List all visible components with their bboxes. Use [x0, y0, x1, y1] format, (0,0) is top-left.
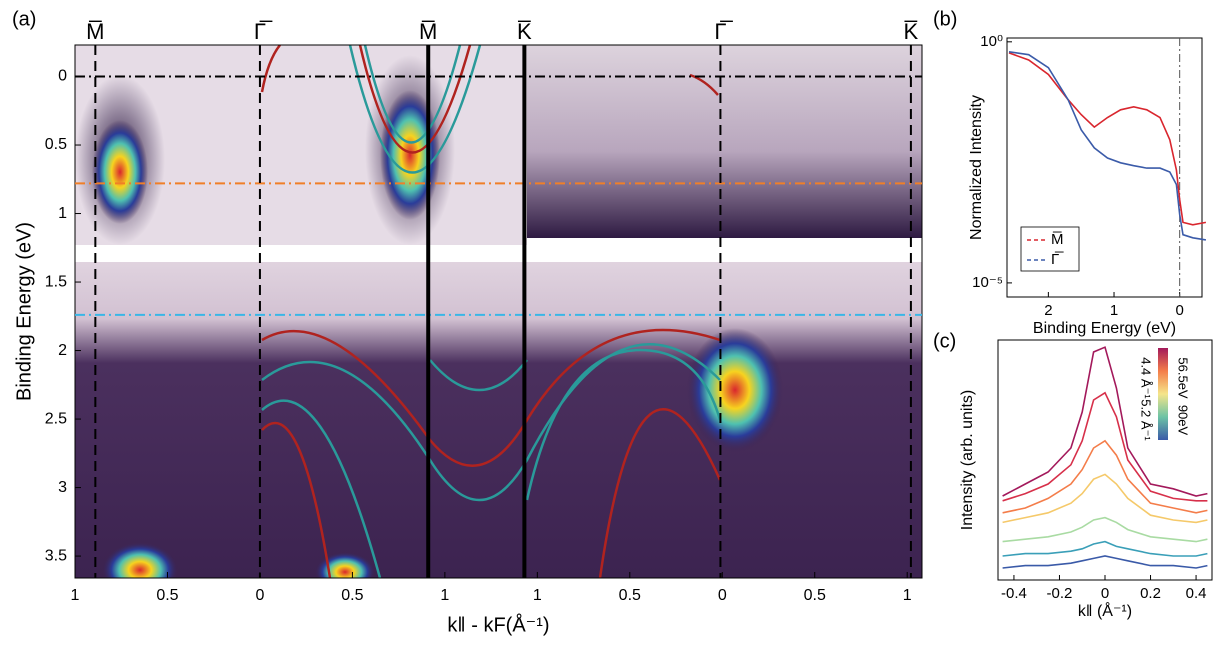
x-tick-label: -0.4 — [1001, 585, 1027, 602]
y-tick-label: 1.5 — [45, 273, 67, 290]
x-axis-title: k‖ - kF(Å⁻¹) — [447, 613, 549, 636]
arpes-image — [75, 45, 922, 578]
y-axis-title: Binding Energy (eV) — [13, 222, 35, 401]
x-tick-label: 0.5 — [619, 587, 641, 604]
symmetry-label: M̅ — [419, 19, 437, 44]
band-overlay — [260, 45, 722, 578]
x-axis-title: k‖ (Å⁻¹) — [1078, 601, 1132, 620]
symmetry-label: M̅ — [86, 19, 104, 44]
colorbar-label: 5.2 Å⁻¹ — [1139, 399, 1154, 441]
x-tick-label: 0 — [1176, 302, 1184, 319]
colorbar-label: 90eV — [1176, 405, 1191, 436]
x-tick-label: 1 — [71, 587, 80, 604]
series-line — [1002, 540, 1208, 557]
y-tick-label: 0.5 — [45, 136, 67, 153]
series-line — [1008, 52, 1207, 226]
y-tick-label: 0 — [58, 68, 67, 85]
symmetry-label: Γ̅ — [254, 19, 273, 44]
x-tick-label: 0.4 — [1186, 585, 1207, 602]
plot-frame — [74, 44, 923, 579]
y-tick-label: 1 — [58, 205, 67, 222]
series-line — [1008, 51, 1207, 241]
symmetry-label: Γ̅ — [714, 19, 733, 44]
x-tick-label: 1 — [903, 587, 912, 604]
colorbar — [1158, 348, 1168, 440]
x-tick-label: 0 — [1101, 585, 1109, 602]
legend-label: M̅ — [1051, 231, 1064, 248]
x-tick-label: 0.2 — [1140, 585, 1161, 602]
series-line — [1002, 439, 1208, 514]
series-line — [1002, 555, 1208, 569]
plot-frame — [1006, 37, 1203, 298]
x-tick-label: 1 — [1110, 302, 1118, 319]
legend-box — [1020, 226, 1080, 272]
series-line — [1002, 391, 1208, 502]
x-tick-label: -0.2 — [1047, 585, 1073, 602]
series-line — [1002, 516, 1208, 543]
x-tick-label: 0 — [255, 587, 264, 604]
y-tick-label: 2 — [58, 342, 67, 359]
x-tick-label: 0.5 — [156, 587, 178, 604]
colorbar-label: 4.4 Å⁻¹ — [1139, 357, 1154, 399]
series-line — [1002, 346, 1208, 497]
y-tick-label: 10⁰ — [980, 33, 1003, 50]
colorbar-label: 56.5eV — [1176, 357, 1191, 399]
x-tick-label: 0.5 — [804, 587, 826, 604]
y-tick-label: 3.5 — [45, 547, 67, 564]
y-axis-title: Normalized Intensity — [968, 95, 985, 240]
y-axis-title: Intensity (arb. units) — [959, 390, 976, 531]
y-tick-label: 2.5 — [45, 410, 67, 427]
x-tick-label: 2 — [1044, 302, 1052, 319]
x-tick-label: 1 — [440, 587, 449, 604]
symmetry-label: K̅ — [517, 19, 532, 44]
panel-label: (a) — [12, 8, 36, 30]
y-tick-label: 10⁻⁵ — [972, 274, 1003, 291]
x-axis-title: Binding Energy (eV) — [1033, 320, 1176, 337]
series-line — [1002, 473, 1208, 524]
panel-label: (c) — [933, 330, 956, 352]
x-tick-label: 0.5 — [341, 587, 363, 604]
panel-label: (b) — [933, 8, 957, 30]
symmetry-label: K̅ — [904, 19, 919, 44]
y-tick-label: 3 — [58, 479, 67, 496]
x-tick-label: 0 — [718, 587, 727, 604]
x-tick-label: 1 — [533, 587, 542, 604]
